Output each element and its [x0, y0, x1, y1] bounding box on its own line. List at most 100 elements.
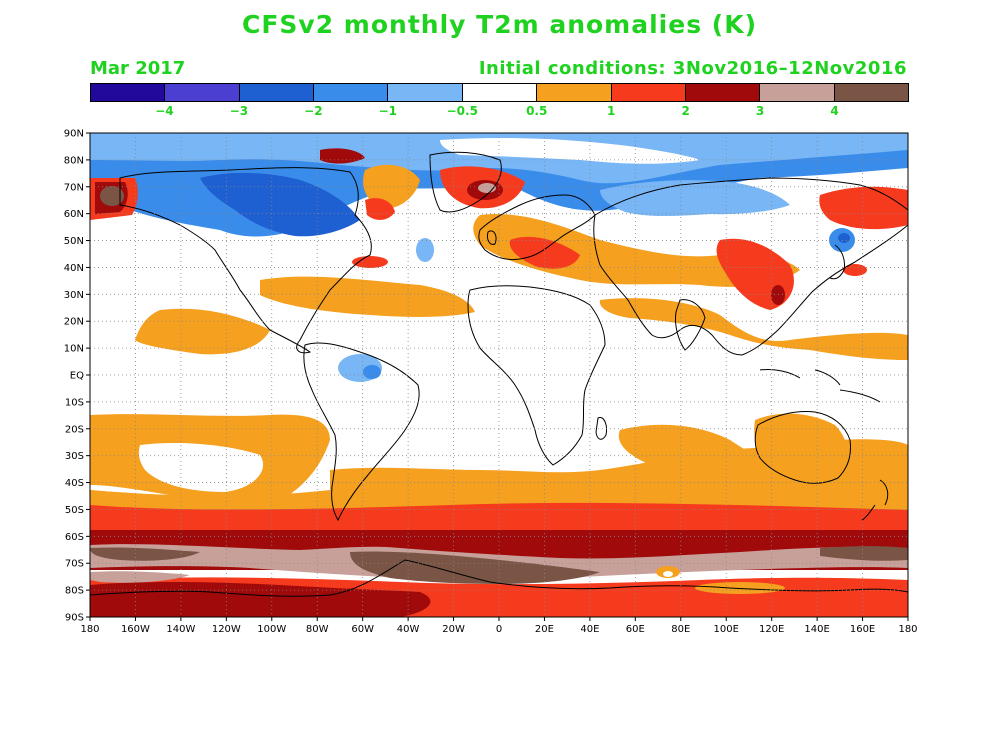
latitude-label: 10N — [64, 344, 84, 355]
longitude-label: 180 — [80, 624, 99, 635]
indian-north-warm — [599, 298, 908, 360]
latitude-label: 50N — [64, 236, 84, 247]
uk-outline — [487, 230, 497, 245]
colorbar-label: −3 — [229, 104, 249, 118]
atlantic-cool — [416, 238, 434, 262]
longitude-label: 0 — [496, 624, 502, 635]
longitude-label: 40W — [397, 624, 420, 635]
axis-ticks — [86, 132, 909, 621]
colorbar-cell — [91, 84, 166, 101]
longitude-label: 120W — [212, 624, 241, 635]
longitude-label: 20E — [535, 624, 554, 635]
colorbar-cell — [462, 84, 538, 101]
latitude-label: 90N — [64, 129, 84, 140]
japan-outline — [829, 244, 845, 280]
colorbar-label: 2 — [681, 104, 690, 118]
colorbar-cell — [314, 84, 389, 101]
map-title: CFSv2 monthly T2m anomalies (K) — [241, 10, 758, 39]
longitude-label: 160W — [121, 624, 150, 635]
se-asia-islands — [759, 369, 881, 403]
longitude-label: 100E — [714, 624, 739, 635]
alaska-peak — [100, 186, 124, 206]
longitude-label: 80E — [671, 624, 690, 635]
longitude-label: 60E — [626, 624, 645, 635]
longitude-label: 60W — [351, 624, 374, 635]
colorbar-label: 4 — [830, 104, 839, 118]
latitude-label: 70S — [65, 559, 84, 570]
longitude-label: 120E — [759, 624, 784, 635]
colorbar-label: −2 — [304, 104, 323, 118]
arctic-light-blue — [90, 133, 908, 184]
australia-outline — [754, 411, 851, 484]
southern-ocean-orange-top — [90, 490, 908, 510]
subtropic-pacific-warm — [135, 308, 270, 355]
greenland-outline — [429, 151, 502, 213]
india-outline — [675, 299, 706, 351]
indian-south-warm — [618, 424, 800, 487]
colorbar-cell — [834, 84, 908, 101]
longitude-label: 180 — [898, 624, 917, 635]
antarctica-pink-west — [90, 571, 190, 583]
europe-hot — [509, 236, 580, 269]
latitude-label: 30N — [64, 290, 84, 301]
canada-cold — [200, 172, 360, 237]
madagascar-outline — [595, 416, 607, 440]
latitude-label: 40S — [65, 478, 84, 489]
longitude-label: 100W — [257, 624, 286, 635]
baffin-warm — [363, 164, 420, 209]
colorbar-cell — [760, 84, 835, 101]
antarctic-brown — [350, 551, 600, 584]
latitude-label: 50S — [65, 505, 84, 516]
china-peak — [771, 285, 785, 305]
new-zealand-outline — [861, 479, 889, 521]
colorbar-cell — [388, 84, 463, 101]
antarctic-brown-west — [90, 547, 200, 561]
latitude-label: 40N — [64, 263, 84, 274]
colorbar-label: −1 — [378, 104, 398, 118]
colorbar-cell — [537, 84, 612, 101]
colorbar-labels: −4 −3 −2 −1 −0.5 0.5 1 2 3 4 — [90, 104, 909, 120]
longitude-label: 40E — [580, 624, 599, 635]
latitude-label: 80N — [64, 155, 84, 166]
latitude-label: 60N — [64, 209, 84, 220]
subtropic-atlantic-warm — [260, 276, 475, 317]
south-pacific-white — [138, 443, 264, 492]
antarctica-white-spot — [663, 571, 673, 577]
colorbar-cell — [165, 84, 240, 101]
colorbar-label: 1 — [606, 104, 616, 118]
amazon-coolest — [363, 365, 381, 379]
australia-warm — [754, 413, 848, 482]
colorbar — [90, 83, 909, 102]
colorbar-label: −0.5 — [446, 104, 478, 118]
africa-outline — [467, 285, 606, 466]
colorbar-label: 3 — [755, 104, 765, 118]
asia-warm — [819, 186, 908, 230]
antarctic-brown-east — [820, 546, 908, 561]
longitude-label: 80W — [306, 624, 329, 635]
graticule — [90, 133, 908, 617]
latitude-label: 70N — [64, 182, 84, 193]
initial-conditions: Initial conditions: 3Nov2016–12Nov2016 — [478, 58, 907, 79]
latitude-labels: 90N 80N 70N 60N 50N 40N 30N 20N 10N EQ 10S 20S 30S 40… — [64, 129, 84, 624]
longitude-label: 160E — [850, 624, 875, 635]
asia-outline — [593, 177, 908, 356]
latitude-label: 90S — [65, 613, 84, 624]
antarctica-darkred-west — [90, 581, 431, 617]
atlantic-warm — [352, 256, 388, 268]
latitude-label: EQ — [70, 371, 84, 382]
colorbar-cell — [611, 84, 686, 101]
north-america-outline — [119, 167, 372, 354]
colorbar-cell — [685, 84, 761, 101]
latitude-label: 60S — [65, 532, 84, 543]
longitude-label: 20W — [442, 624, 465, 635]
europe-outline — [478, 194, 596, 261]
latitude-label: 80S — [65, 586, 84, 597]
colorbar-label: 0.5 — [526, 104, 548, 118]
colorbar-label: −4 — [155, 104, 174, 118]
latitude-label: 20S — [65, 424, 84, 435]
longitude-label: 140E — [804, 624, 829, 635]
colorbar-cell — [239, 84, 315, 101]
latitude-label: 30S — [65, 451, 84, 462]
longitude-label: 140W — [166, 624, 195, 635]
